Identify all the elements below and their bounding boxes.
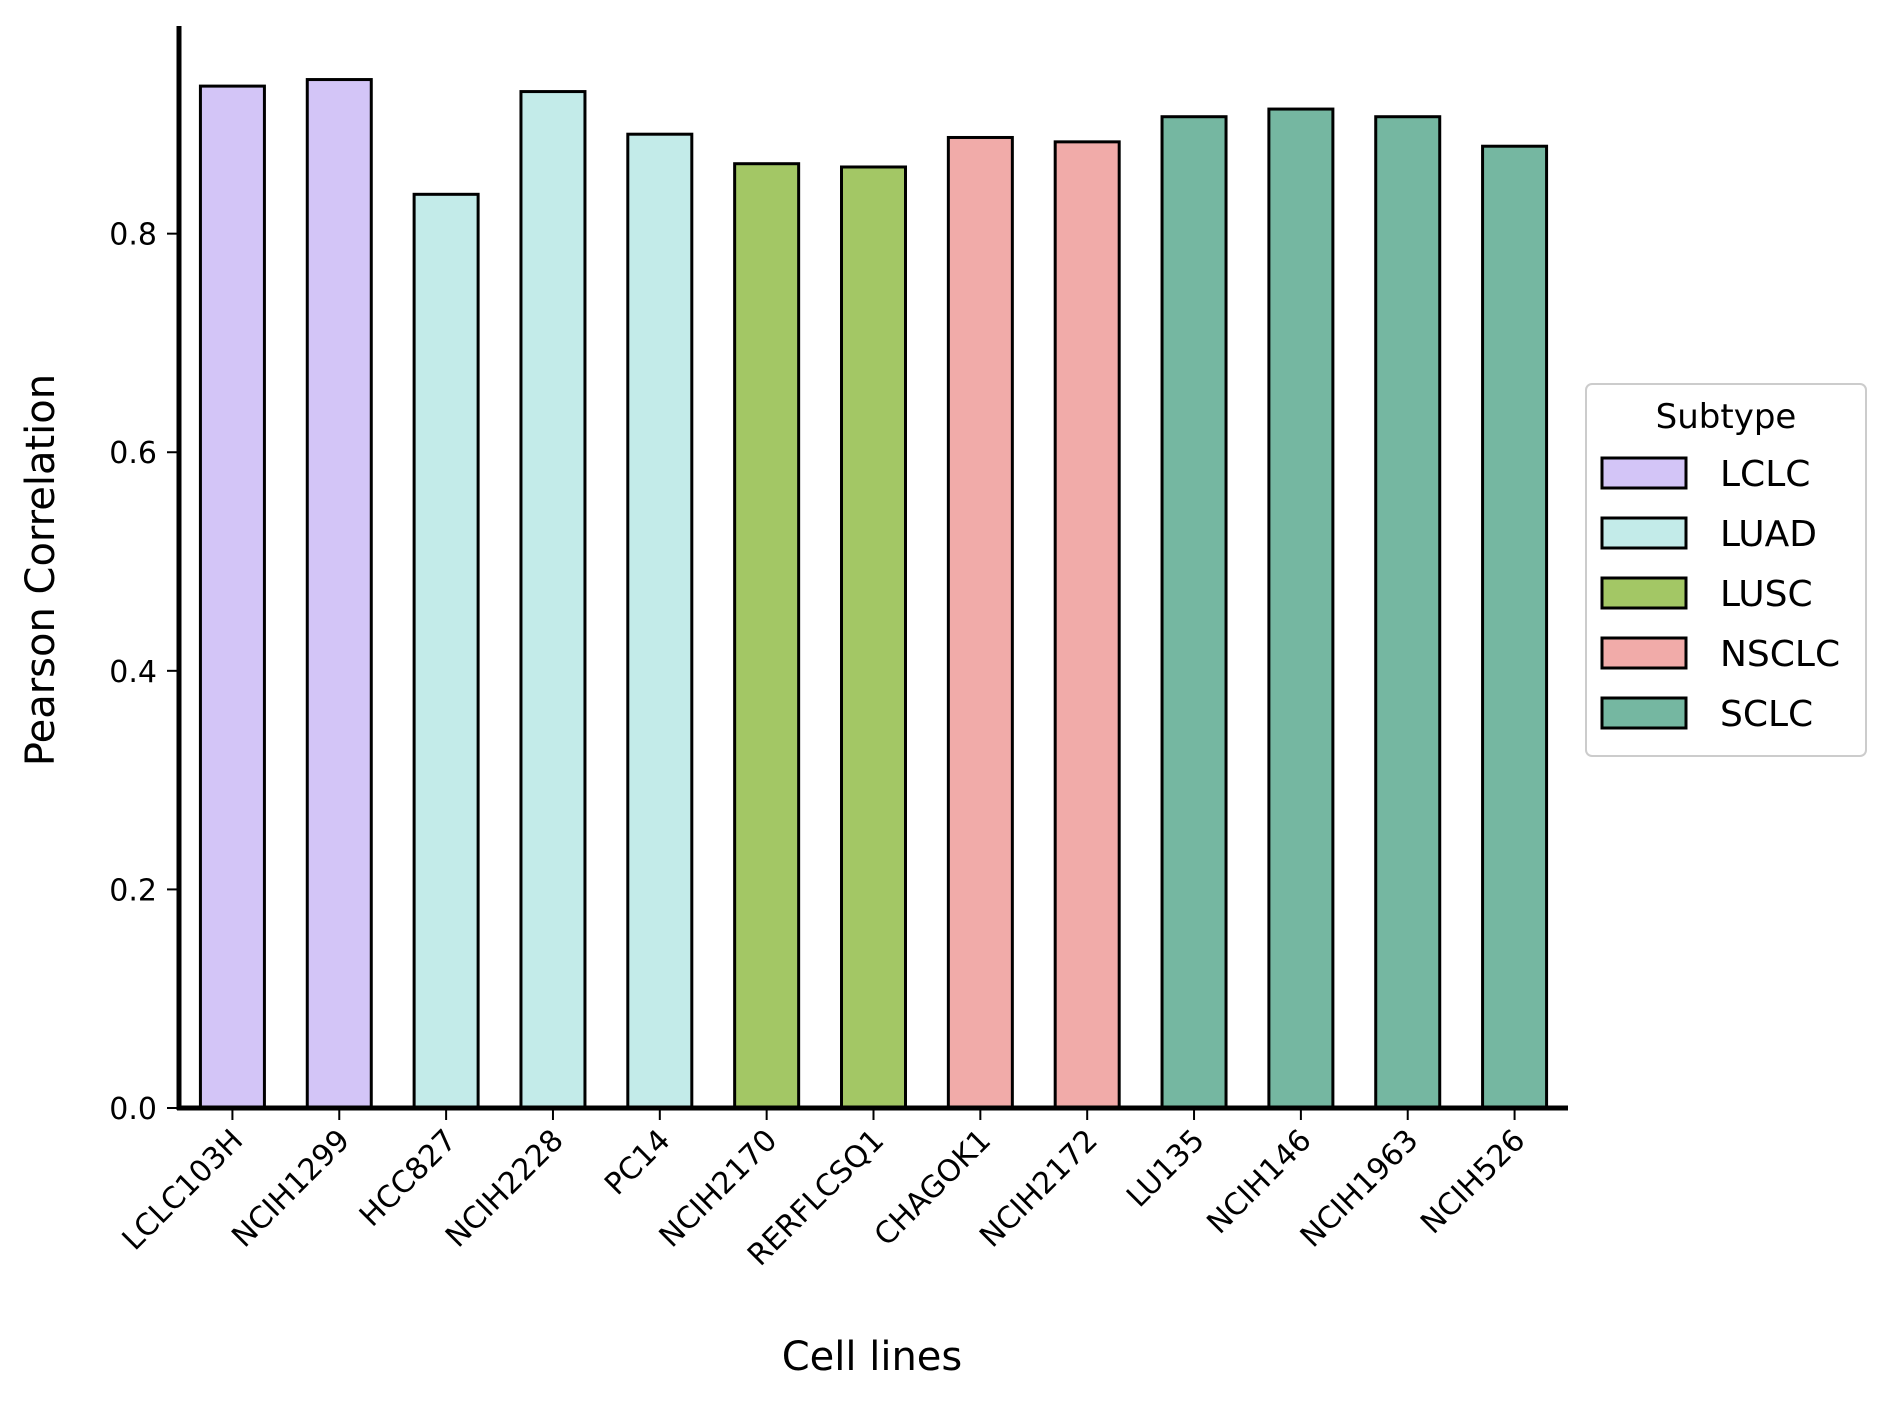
y-tick-label: 0.6 bbox=[109, 436, 157, 471]
bar-ncih146 bbox=[1267, 107, 1335, 1110]
legend-swatch-sclc bbox=[1600, 696, 1688, 730]
x-tick-label: LCLC103H bbox=[116, 1123, 250, 1257]
x-tick-label: HCC827 bbox=[353, 1123, 464, 1234]
x-axis-title: Cell lines bbox=[782, 1334, 963, 1380]
legend-title: Subtype bbox=[1656, 397, 1797, 437]
y-axis: 0.0 0.2 0.4 0.6 0.8 bbox=[109, 26, 182, 1127]
bars-group bbox=[198, 78, 1549, 1110]
legend-label-lclc: LCLC bbox=[1720, 454, 1810, 495]
legend-label-luad: LUAD bbox=[1720, 514, 1817, 555]
bar-lclc103h bbox=[198, 84, 266, 1110]
bar-rerflcsq1 bbox=[840, 165, 907, 1110]
y-tick-label: 0.2 bbox=[109, 873, 157, 908]
bar-ncih2170 bbox=[733, 162, 801, 1110]
bar-pc14 bbox=[626, 132, 694, 1110]
y-tick-label: 0.4 bbox=[109, 655, 157, 690]
bar-ncih526 bbox=[1481, 144, 1549, 1110]
legend-swatch-nsclc bbox=[1600, 636, 1688, 670]
y-tick-label: 0.0 bbox=[109, 1092, 157, 1127]
y-axis-title: Pearson Correlation bbox=[18, 374, 64, 766]
x-tick-label: LU135 bbox=[1120, 1123, 1212, 1215]
bar-hcc827 bbox=[412, 192, 480, 1110]
legend-label-nsclc: NSCLC bbox=[1720, 634, 1840, 675]
x-tick-label: PC14 bbox=[598, 1123, 677, 1202]
bar-chagok1 bbox=[946, 135, 1014, 1110]
legend-swatch-lclc bbox=[1600, 456, 1688, 490]
legend-swatch-lusc bbox=[1600, 576, 1688, 610]
legend-label-lusc: LUSC bbox=[1720, 574, 1813, 615]
bar-ncih1299 bbox=[305, 78, 373, 1110]
legend-swatch-luad bbox=[1600, 516, 1688, 550]
y-tick-label: 0.8 bbox=[109, 218, 157, 253]
bar-ncih1963 bbox=[1374, 115, 1442, 1110]
bar-lu135 bbox=[1160, 115, 1228, 1110]
legend-label-sclc: SCLC bbox=[1720, 694, 1813, 735]
legend: Subtype LCLC LUAD LUSC NSCLC SCLC bbox=[1585, 383, 1867, 757]
bar-ncih2172 bbox=[1053, 140, 1121, 1110]
bar-ncih2228 bbox=[519, 90, 587, 1110]
x-tick-label: NCIH526 bbox=[1414, 1123, 1532, 1241]
